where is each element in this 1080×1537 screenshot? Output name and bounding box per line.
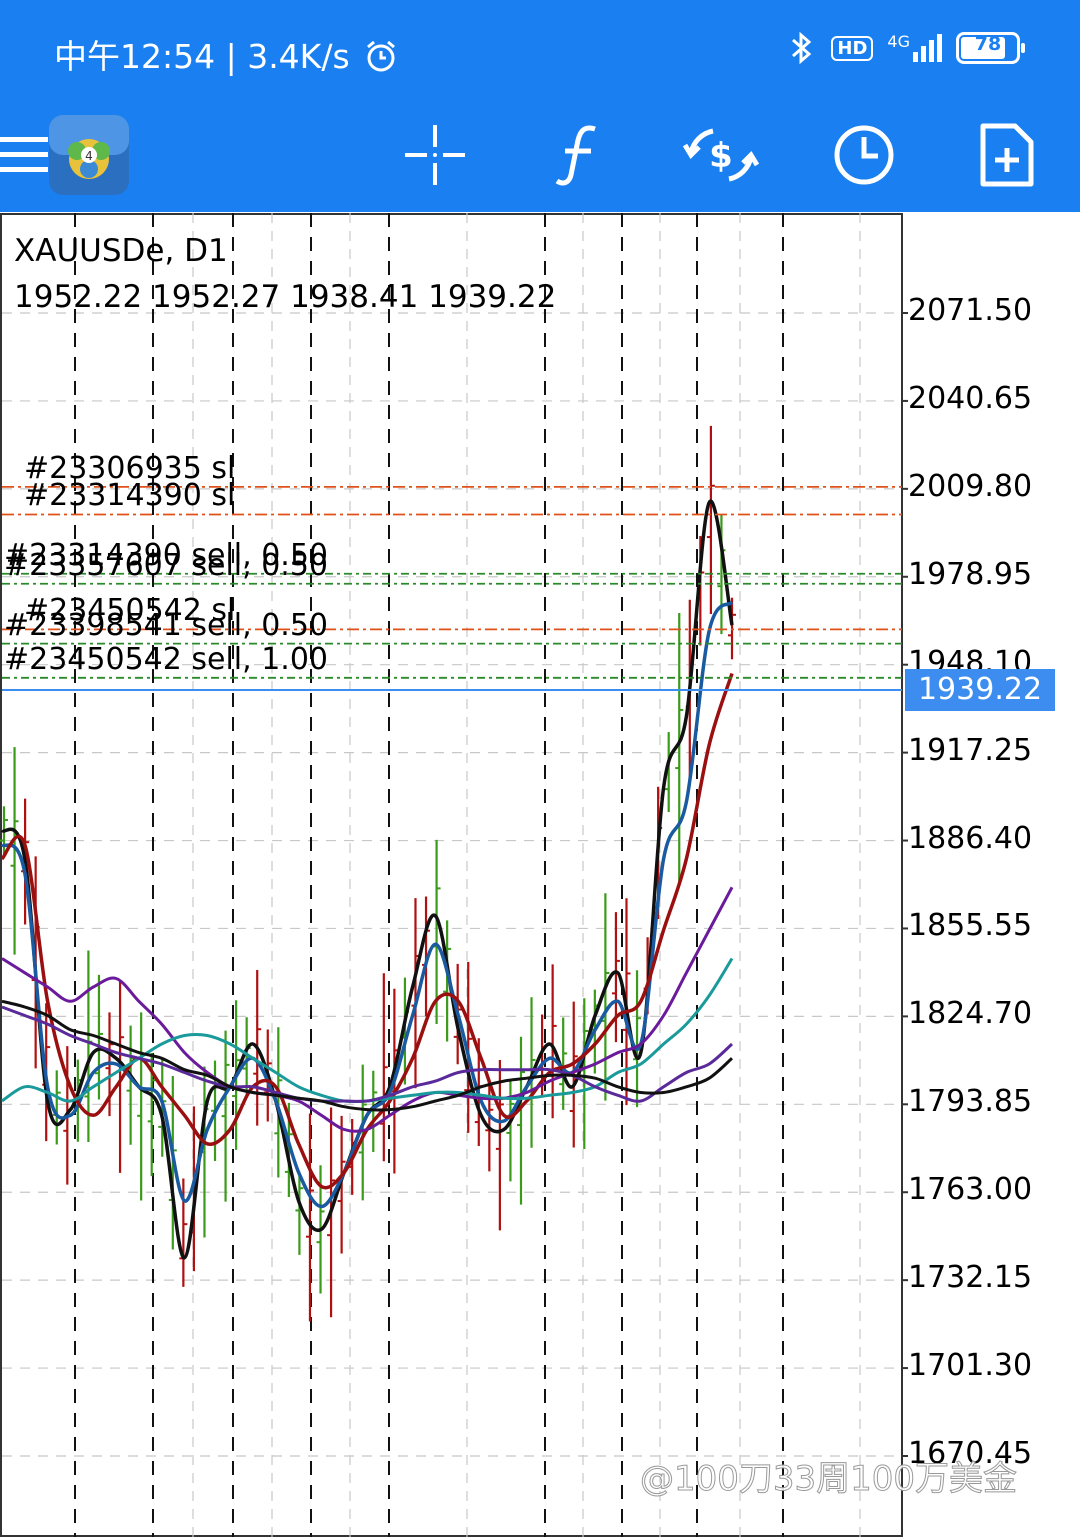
watermark: @100刀33周100万美金 (639, 1459, 1018, 1500)
price-axis-label: 1763.00 (908, 1172, 1033, 1208)
price-axis-label: 1701.30 (908, 1348, 1033, 1384)
app-logo[interactable]: 4 (44, 110, 134, 200)
price-axis-label: 1670.45 (908, 1436, 1033, 1471)
price-axis-label: 2040.65 (908, 380, 1033, 416)
sell-order-label: #23398541 sell, 0.50 (4, 607, 328, 643)
svg-text:$: $ (709, 136, 733, 176)
moving-average-line-6 (1, 1005, 734, 1103)
app-toolbar: 4 $ (0, 100, 1080, 212)
stop-loss-label: #23314390 sl (24, 478, 236, 514)
battery-level: 78 (974, 33, 1002, 55)
trade-button[interactable]: $ (676, 110, 766, 200)
menu-button[interactable] (0, 110, 70, 200)
signal-icon: 4G (887, 34, 942, 62)
new-order-button[interactable] (962, 110, 1052, 200)
price-axis-label: 1978.95 (908, 556, 1033, 592)
price-axis-label: 2071.50 (908, 293, 1033, 328)
timeframe-button[interactable] (819, 110, 909, 200)
bluetooth-icon (792, 31, 812, 65)
chart-ohlc: 1952.22 1952.27 1938.41 1939.22 (14, 279, 557, 315)
status-bar: 中午12:54 | 3.4K/s HD 4G 78 (0, 0, 1080, 100)
chart-symbol: XAUUSDe, D1 (14, 233, 228, 269)
price-axis-label: 1886.40 (908, 820, 1033, 856)
current-price-tag: 1939.22 (905, 669, 1055, 711)
moving-average-line-4 (1, 886, 734, 1133)
stop-loss-label: #23450542 sl (24, 593, 236, 629)
svg-text:4: 4 (85, 149, 93, 163)
moving-average-line-2 (0, 600, 734, 1209)
chart-area[interactable]: XAUUSDe, D1 1952.22 1952.27 1938.41 1939… (0, 213, 1080, 1537)
chart-frame (0, 213, 903, 1537)
hd-icon: HD (831, 35, 874, 61)
trade-icon: $ (683, 128, 759, 182)
sell-order-label: #23357607 sell, 0.50 (4, 547, 328, 583)
status-time-text: 中午12:54 | 3.4K/s (54, 37, 350, 76)
battery-icon: 78 (956, 32, 1025, 64)
sell-order-label: #23314390 sell, 0.50 (4, 537, 328, 573)
price-axis-label: 1732.15 (908, 1260, 1033, 1296)
price-axis-label: 1917.25 (908, 732, 1033, 768)
alarm-icon (367, 40, 396, 72)
price-axis-label: 1793.85 (908, 1084, 1033, 1120)
new-order-icon (980, 123, 1034, 187)
price-axis-label: 1855.55 (908, 908, 1033, 944)
crosshair-icon (405, 125, 465, 185)
menu-icon (0, 137, 48, 172)
indicators-button[interactable] (533, 110, 623, 200)
price-chart[interactable] (0, 213, 1080, 1537)
price-axis-label: 1824.70 (908, 996, 1033, 1032)
status-time: 中午12:54 | 3.4K/s (54, 30, 398, 78)
sell-order-label: #23450542 sell, 1.00 (4, 641, 328, 677)
timeframe-clock-icon (834, 125, 894, 185)
indicators-icon (555, 125, 596, 186)
moving-average-line-7 (1, 999, 734, 1112)
metatrader-logo: 4 (49, 115, 129, 195)
crosshair-button[interactable] (390, 110, 480, 200)
price-axis-label: 2009.80 (908, 468, 1033, 504)
stop-loss-label: #23306935 sl (24, 450, 236, 486)
status-icons: HD 4G 78 (787, 30, 1025, 66)
network-type: 4G (887, 32, 910, 51)
